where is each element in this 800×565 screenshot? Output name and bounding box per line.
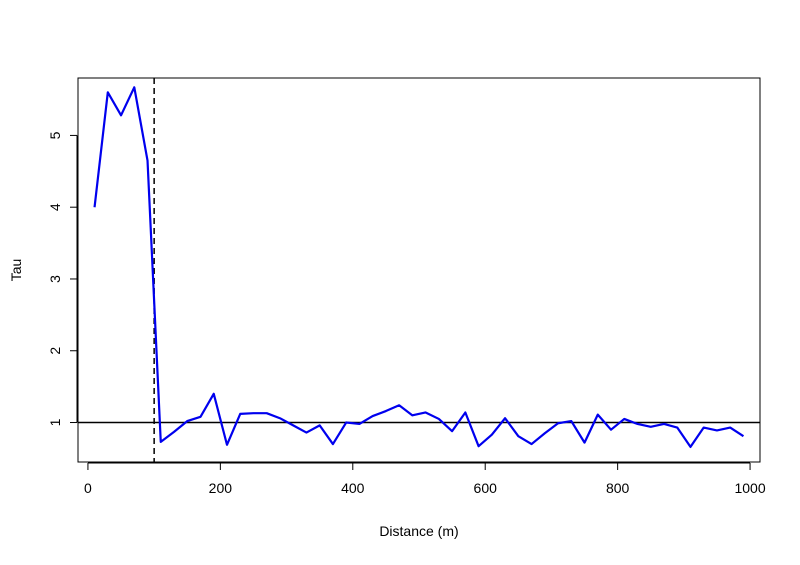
x-tick-label: 1000 (734, 480, 765, 496)
plot-frame (77, 77, 761, 463)
y-axis-label: Tau (8, 259, 24, 282)
x-axis: 0 200 400 600 800 1000 (84, 462, 766, 496)
x-tick-label: 800 (606, 480, 630, 496)
y-axis: 1 2 3 4 5 (47, 131, 78, 426)
y-tick-label: 5 (47, 131, 63, 139)
y-tick-label: 2 (47, 347, 63, 355)
x-tick-label: 0 (84, 480, 92, 496)
y-tick-label: 4 (47, 203, 63, 211)
x-tick-label: 600 (474, 480, 498, 496)
series-line-1 (93, 86, 745, 449)
reference-lines (78, 78, 760, 462)
x-axis-label: Distance (m) (379, 523, 458, 539)
x-tick-label: 200 (209, 480, 233, 496)
y-tick-label: 1 (47, 418, 63, 426)
y-tick-label: 3 (47, 275, 63, 283)
series-layer (93, 86, 745, 449)
x-tick-label: 400 (341, 480, 365, 496)
